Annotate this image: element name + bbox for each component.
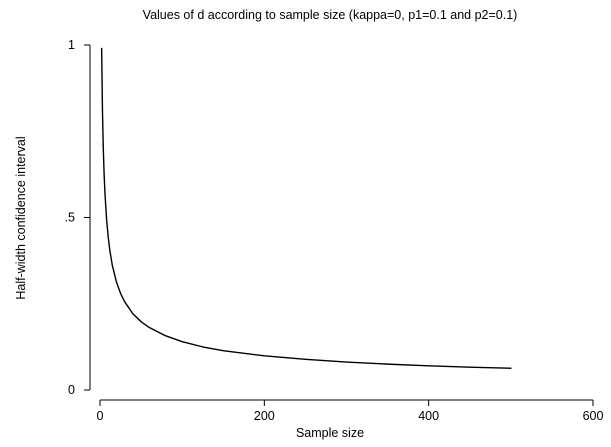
series-layer	[100, 47, 512, 369]
x-tick-label: 600	[583, 409, 604, 423]
y-axis: 0.51	[65, 38, 91, 397]
x-tick-label: 200	[254, 409, 275, 423]
y-axis-label: Half-width confidence interval	[14, 136, 28, 299]
y-tick-label: 1	[68, 38, 75, 52]
x-axis-label: Sample size	[296, 426, 364, 440]
chart-title: Values of d according to sample size (ka…	[143, 8, 518, 22]
y-tick-label: 0	[68, 383, 75, 397]
x-axis: 0 200 400 600	[97, 399, 604, 423]
x-tick-label: 400	[418, 409, 439, 423]
y-tick-label: .5	[65, 211, 75, 225]
series-line-0	[100, 47, 512, 369]
x-tick-label: 0	[97, 409, 104, 423]
